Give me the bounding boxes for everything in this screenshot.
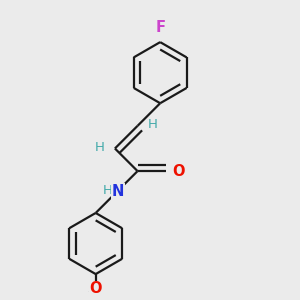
Text: N: N <box>112 184 124 199</box>
Text: O: O <box>172 164 185 178</box>
Text: O: O <box>89 281 102 296</box>
Text: H: H <box>103 184 113 197</box>
Text: H: H <box>95 140 105 154</box>
Text: F: F <box>155 20 165 35</box>
Text: H: H <box>148 118 158 131</box>
